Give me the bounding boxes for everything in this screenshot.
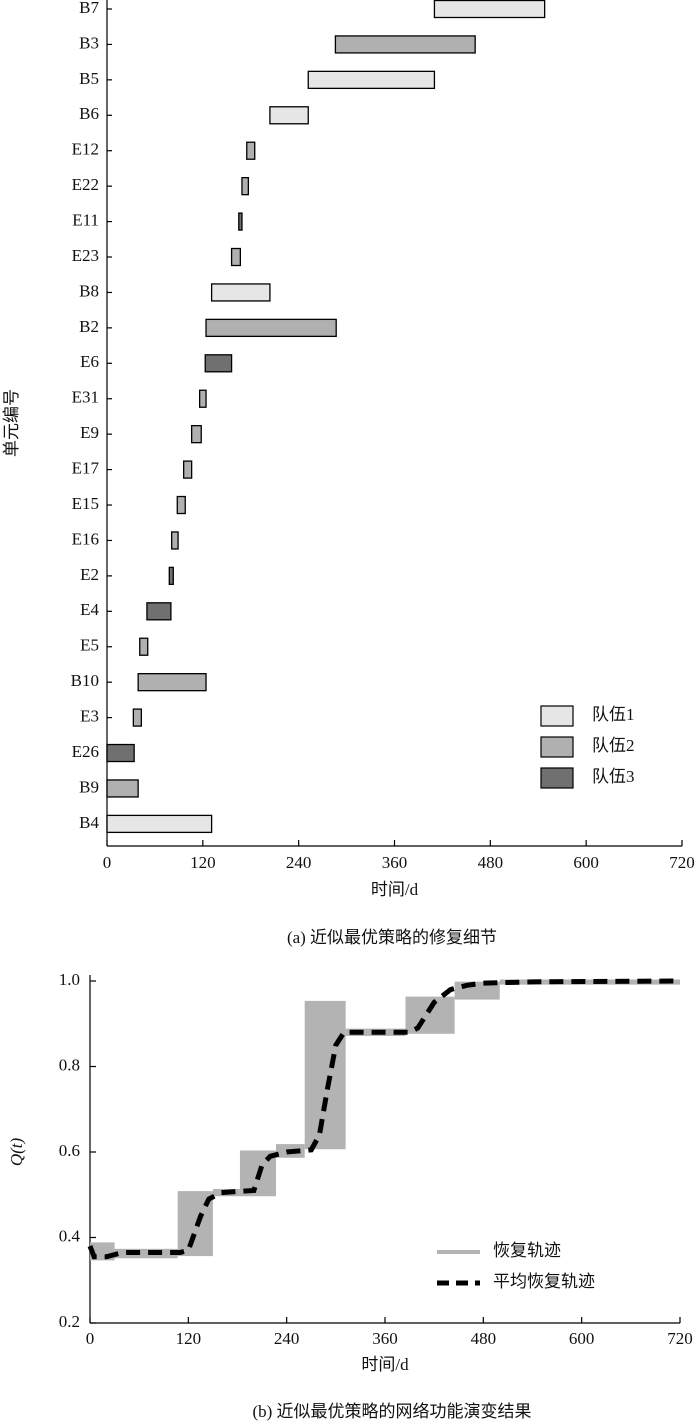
y-tick-label: B2 <box>79 317 99 336</box>
y-tick-label: E31 <box>72 388 99 407</box>
gantt-bar <box>132 708 142 727</box>
trajectory-band <box>304 1000 346 1150</box>
y-tick-label: B9 <box>79 777 99 796</box>
legend-label: 平均恢复轨迹 <box>493 1272 595 1291</box>
y-tick-label: E23 <box>72 246 99 265</box>
legend-swatch <box>540 767 574 789</box>
x-tick-label: 480 <box>478 853 504 872</box>
trajectory-band <box>405 996 455 1034</box>
x-tick-label: 360 <box>372 1329 398 1348</box>
gantt-bar <box>168 566 174 586</box>
y-tick-label: E6 <box>80 352 99 371</box>
y-tick-label: B4 <box>79 813 99 832</box>
caption: (a) 近似最优策略的修复细节 <box>287 928 497 947</box>
y-tick-label: B8 <box>79 281 99 300</box>
gantt-bar <box>171 531 179 550</box>
y-tick-label: E17 <box>72 458 100 477</box>
y-tick-label: E9 <box>80 423 99 442</box>
gantt-bar <box>307 70 436 90</box>
x-tick-label: 720 <box>667 1329 693 1348</box>
y-axis-label: Q(t) <box>7 1138 26 1167</box>
gantt-bar <box>106 779 139 798</box>
gantt-bar <box>238 212 243 231</box>
gantt-bar <box>334 35 476 54</box>
x-tick-label: 240 <box>274 1329 300 1348</box>
y-tick-label: E4 <box>80 600 99 619</box>
y-tick-label: E11 <box>72 210 99 229</box>
gantt-bar <box>106 814 213 834</box>
gantt-bar <box>137 673 207 692</box>
gantt-bar <box>241 176 250 196</box>
y-tick-label: E26 <box>72 742 99 761</box>
y-tick-label: E12 <box>72 140 99 159</box>
gantt-bar <box>269 106 309 125</box>
gantt-bar <box>246 141 256 160</box>
x-tick-label: 480 <box>471 1329 497 1348</box>
gantt-bar <box>230 247 242 267</box>
y-tick-label: B6 <box>79 104 99 123</box>
gantt-bar <box>139 637 149 656</box>
x-tick-label: 120 <box>190 853 216 872</box>
x-tick-label: 720 <box>669 853 695 872</box>
legend-label: 队伍2 <box>592 736 635 755</box>
mean-trajectory <box>87 978 681 1260</box>
y-tick-label: E2 <box>80 565 99 584</box>
y-tick-label: 0.4 <box>59 1226 81 1245</box>
legend-swatch <box>540 705 574 727</box>
legend-label: 队伍3 <box>592 767 635 786</box>
gantt-bar <box>205 318 337 338</box>
y-tick-label: E22 <box>72 175 99 194</box>
y-tick-label: E5 <box>80 636 99 655</box>
x-axis-label: 时间/d <box>371 880 419 899</box>
gantt-bar <box>106 743 135 763</box>
x-tick-label: 0 <box>86 1329 95 1348</box>
gantt-bar <box>146 602 172 621</box>
x-tick-label: 600 <box>569 1329 595 1348</box>
y-tick-label: B7 <box>79 0 99 17</box>
y-tick-label: E15 <box>72 494 99 513</box>
x-tick-label: 360 <box>382 853 408 872</box>
gantt-bar <box>210 283 271 302</box>
gantt-bar <box>191 425 202 444</box>
x-tick-label: 600 <box>573 853 599 872</box>
x-tick-label: 240 <box>286 853 312 872</box>
y-tick-label: B3 <box>79 33 99 52</box>
gantt-bar <box>433 0 546 19</box>
y-axis-label: 单元编号 <box>2 389 21 457</box>
y-tick-label: 0.8 <box>59 1055 80 1074</box>
gantt-bar <box>183 460 193 479</box>
legend-label: 恢复轨迹 <box>493 1241 561 1260</box>
gantt-bar <box>198 389 207 408</box>
y-tick-label: 0.2 <box>59 1312 80 1331</box>
legend-label: 队伍1 <box>592 705 635 724</box>
y-tick-label: B5 <box>79 69 99 88</box>
caption: (b) 近似最优策略的网络功能演变结果 <box>252 1402 531 1421</box>
gantt-bar <box>176 495 186 515</box>
y-tick-label: E16 <box>72 529 99 548</box>
x-axis-label: 时间/d <box>361 1355 409 1374</box>
trajectory-band <box>114 1248 178 1259</box>
trajectory-band <box>499 979 680 985</box>
y-tick-label: E3 <box>80 707 99 726</box>
x-tick-label: 0 <box>103 853 112 872</box>
y-tick-label: B10 <box>71 671 99 690</box>
legend-swatch <box>540 736 574 758</box>
gantt-bar <box>204 354 233 373</box>
x-tick-label: 120 <box>176 1329 202 1348</box>
y-tick-label: 1.0 <box>59 970 80 989</box>
y-tick-label: 0.6 <box>59 1141 80 1160</box>
